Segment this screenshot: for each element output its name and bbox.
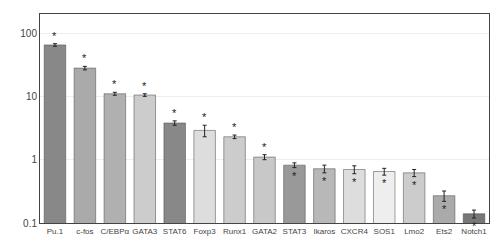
svg-text:*: * bbox=[142, 80, 147, 92]
svg-text:1: 1 bbox=[31, 154, 37, 165]
svg-text:*: * bbox=[82, 52, 87, 64]
svg-text:*: * bbox=[442, 203, 447, 215]
svg-text:Pu.1: Pu.1 bbox=[47, 227, 64, 236]
svg-text:10: 10 bbox=[26, 91, 38, 102]
svg-text:100: 100 bbox=[20, 28, 37, 39]
svg-text:*: * bbox=[172, 107, 177, 119]
svg-text:CXCR4: CXCR4 bbox=[341, 227, 369, 236]
svg-text:*: * bbox=[352, 176, 357, 188]
svg-text:0.1: 0.1 bbox=[23, 218, 37, 229]
svg-text:*: * bbox=[472, 220, 477, 232]
svg-text:*: * bbox=[262, 141, 267, 153]
svg-text:Lmo2: Lmo2 bbox=[404, 227, 425, 236]
svg-text:Ets2: Ets2 bbox=[436, 227, 453, 236]
svg-text:GATA2: GATA2 bbox=[252, 227, 278, 236]
svg-text:*: * bbox=[202, 111, 207, 123]
svg-text:*: * bbox=[232, 121, 237, 133]
svg-text:*: * bbox=[412, 179, 417, 191]
svg-text:C/EBPα: C/EBPα bbox=[101, 227, 130, 236]
svg-text:*: * bbox=[112, 78, 117, 90]
svg-text:STAT3: STAT3 bbox=[283, 227, 307, 236]
svg-text:GATA3: GATA3 bbox=[132, 227, 158, 236]
svg-text:*: * bbox=[382, 177, 387, 189]
svg-text:*: * bbox=[292, 170, 297, 182]
svg-text:STAT6: STAT6 bbox=[163, 227, 187, 236]
svg-text:Notch1: Notch1 bbox=[461, 227, 487, 236]
svg-text:c-fos: c-fos bbox=[76, 227, 93, 236]
svg-text:*: * bbox=[52, 30, 57, 42]
svg-text:Foxp3: Foxp3 bbox=[194, 227, 217, 236]
svg-text:SOS1: SOS1 bbox=[374, 227, 396, 236]
svg-text:Ikaros: Ikaros bbox=[313, 227, 335, 236]
svg-text:*: * bbox=[322, 175, 327, 187]
svg-text:Runx1: Runx1 bbox=[223, 227, 247, 236]
